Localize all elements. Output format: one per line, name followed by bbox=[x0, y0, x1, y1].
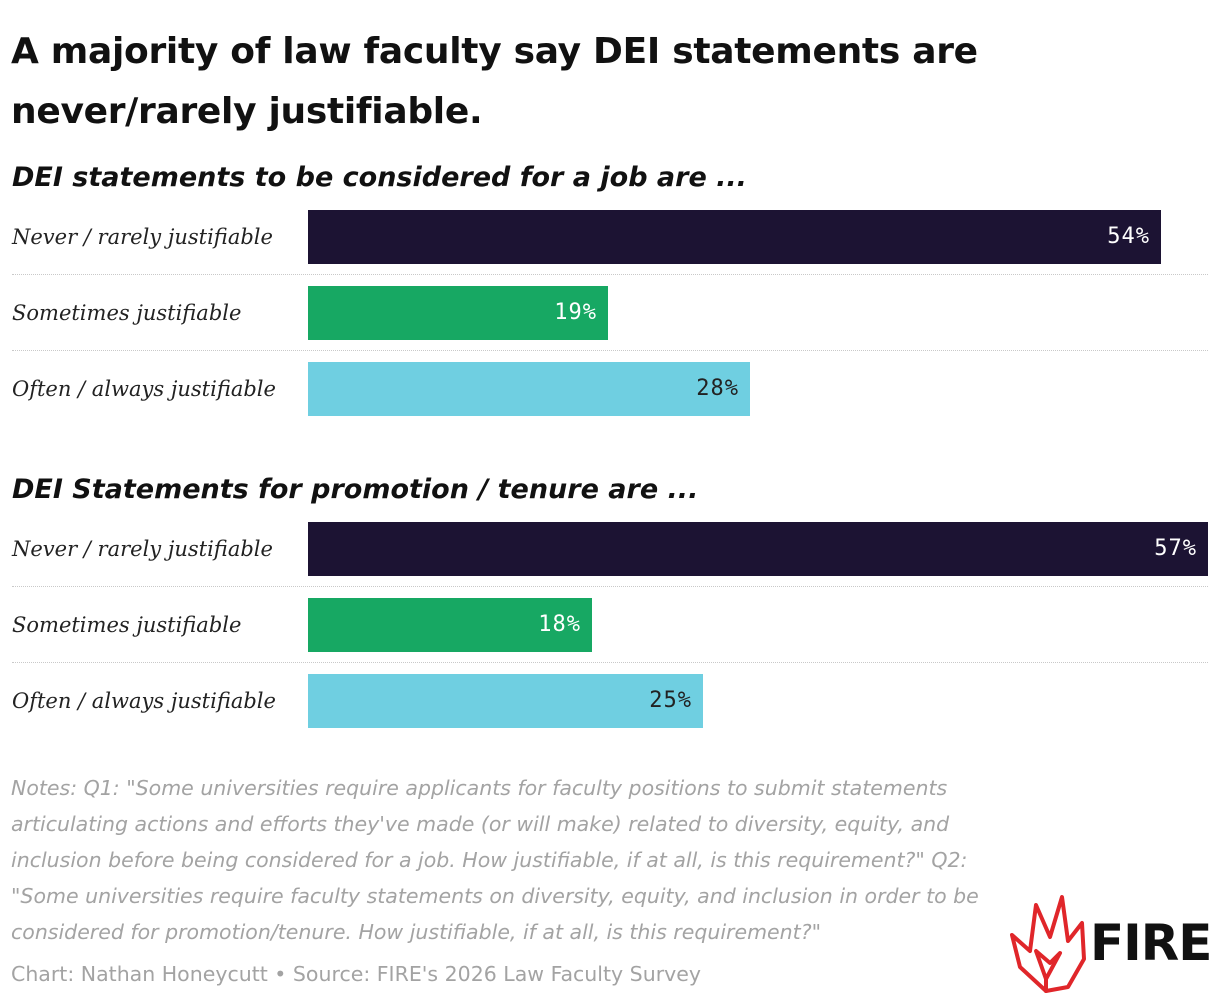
row-separator bbox=[12, 662, 1208, 663]
category-label: Never / rarely justifiable bbox=[12, 225, 273, 249]
category-label: Sometimes justifiable bbox=[12, 301, 242, 325]
category-label: Often / always justifiable bbox=[12, 689, 276, 713]
section-title-2: DEI Statements for promotion / tenure ar… bbox=[12, 474, 699, 505]
flame-icon bbox=[1010, 895, 1086, 993]
category-label: Sometimes justifiable bbox=[12, 613, 242, 637]
chart-title: A majority of law faculty say DEI statem… bbox=[11, 31, 978, 132]
bar-value-label: 57% bbox=[1154, 536, 1197, 561]
bar-value-label: 25% bbox=[649, 688, 692, 713]
bar: 18% bbox=[308, 598, 592, 652]
row-separator bbox=[12, 274, 1208, 275]
bar-value-label: 28% bbox=[696, 376, 739, 401]
bar: 25% bbox=[308, 674, 703, 728]
bar-value-label: 54% bbox=[1107, 224, 1150, 249]
row-separator bbox=[12, 350, 1208, 351]
category-label: Often / always justifiable bbox=[12, 377, 276, 401]
chart-credit: Chart: Nathan Honeycutt • Source: FIRE's… bbox=[11, 962, 701, 986]
bar: 28% bbox=[308, 362, 750, 416]
fire-logo: FIRE bbox=[1006, 893, 1216, 995]
bar-value-label: 18% bbox=[538, 612, 581, 637]
chart-notes: Notes: Q1: "Some universities require ap… bbox=[11, 776, 979, 944]
bar: 57% bbox=[308, 522, 1208, 576]
bar: 19% bbox=[308, 286, 608, 340]
bar-value-label: 19% bbox=[554, 300, 597, 325]
category-label: Never / rarely justifiable bbox=[12, 537, 273, 561]
section-title-1: DEI statements to be considered for a jo… bbox=[12, 162, 747, 193]
row-separator bbox=[12, 586, 1208, 587]
logo-text: FIRE bbox=[1090, 914, 1212, 972]
bar: 54% bbox=[308, 210, 1161, 264]
